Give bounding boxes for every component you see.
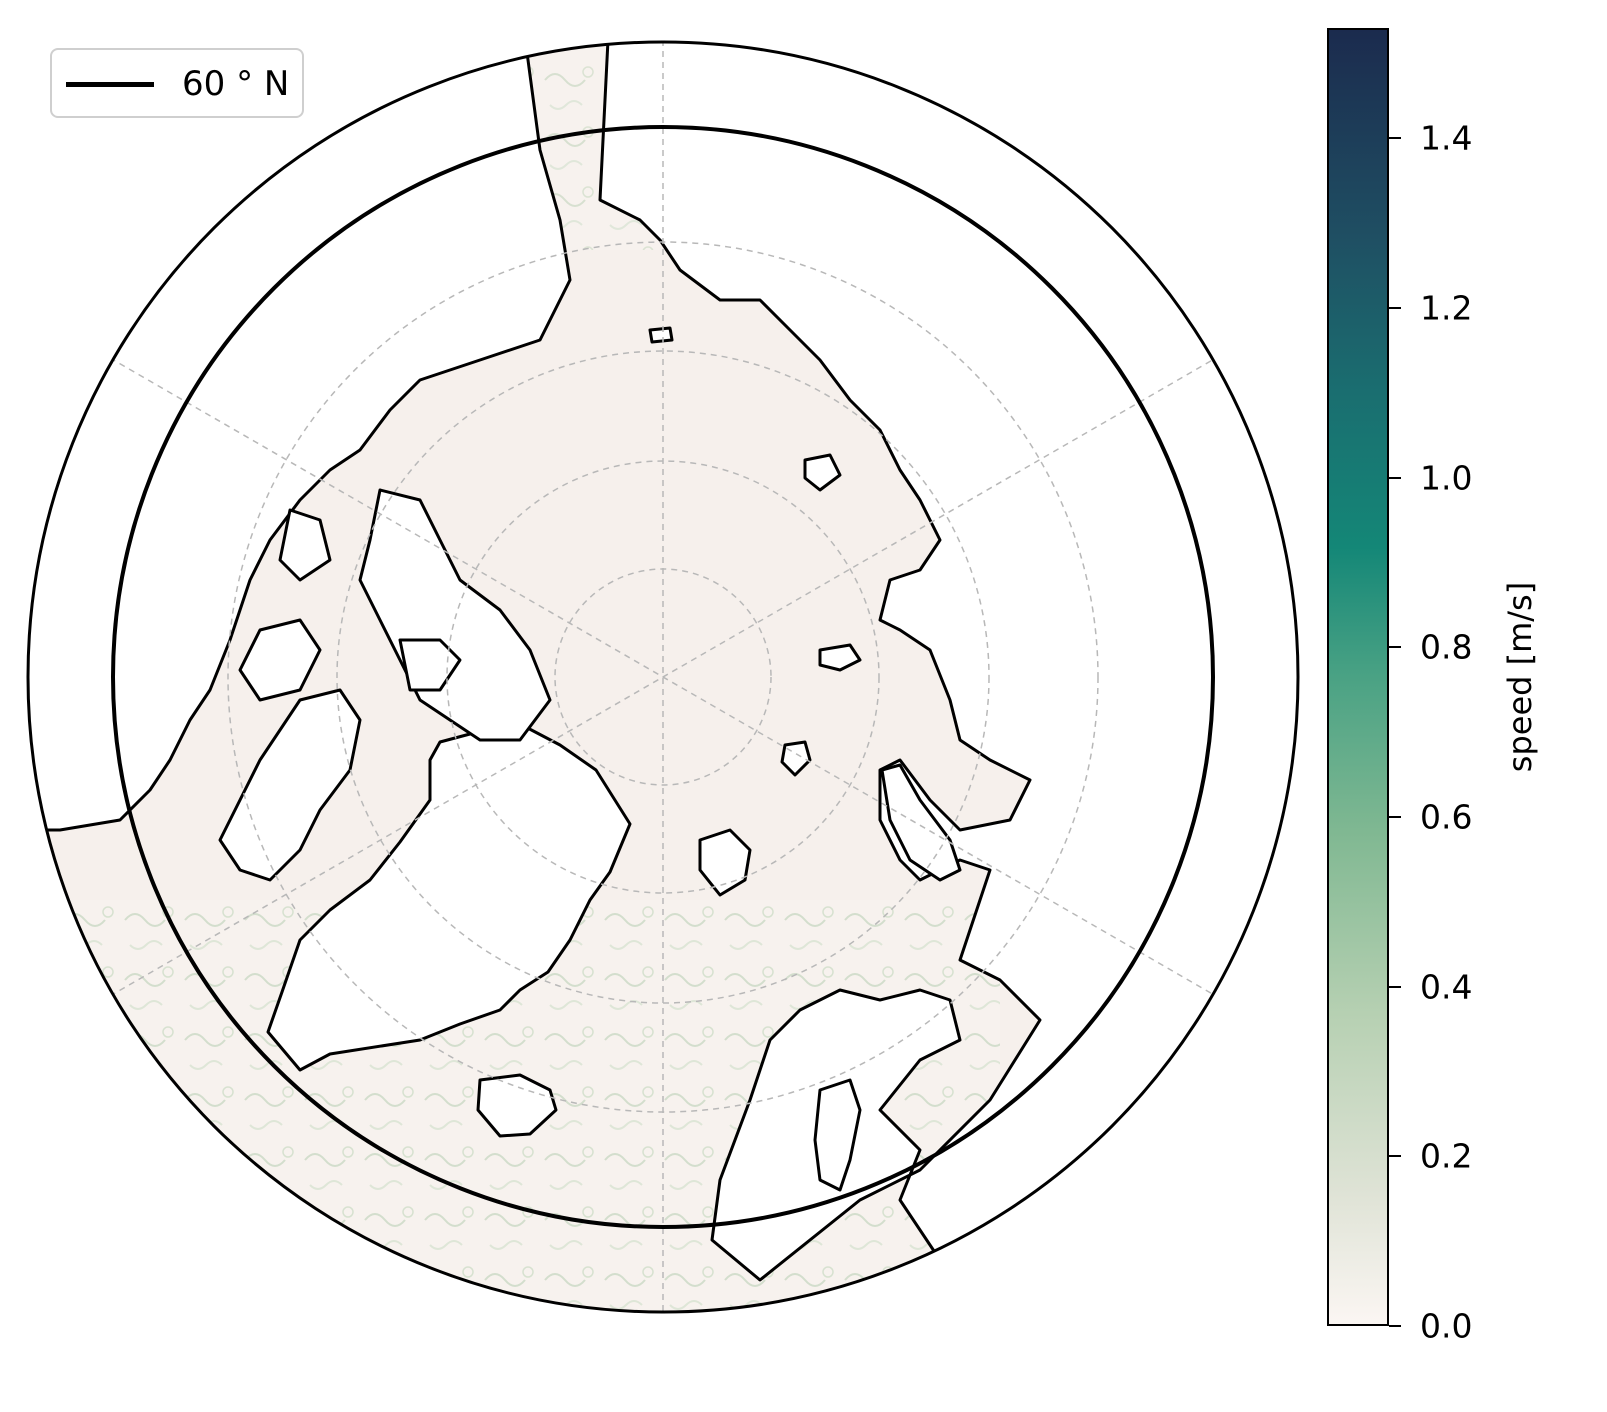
svalbard <box>698 828 752 897</box>
legend-label: 60 ° N <box>182 64 290 104</box>
colorbar-tick-label: 0.6 <box>1420 797 1473 837</box>
colorbar-tick-label: 0.8 <box>1420 627 1473 667</box>
colorbar-label: speed [m/s] <box>1501 581 1539 773</box>
colorbar-tick-label: 1.4 <box>1420 118 1473 158</box>
devon-island <box>398 638 462 692</box>
colorbar-tick-label: 0.4 <box>1420 967 1473 1007</box>
new-siberian-islands <box>803 453 842 492</box>
graticule <box>109 42 1217 1312</box>
greenland <box>266 722 632 1072</box>
colorbar <box>1327 28 1389 1326</box>
colorbar-tick <box>1389 815 1401 818</box>
legend-line-swatch <box>66 82 154 87</box>
iceland <box>476 1073 558 1138</box>
colorbar-tick <box>1389 137 1401 140</box>
parallel-60n <box>111 125 1215 1229</box>
colorbar-tick <box>1389 1155 1401 1158</box>
scandinavia <box>813 1078 862 1192</box>
severnaya-zemlya <box>818 643 862 672</box>
ellesmere-island <box>358 488 552 742</box>
colorbar-tick-label: 1.2 <box>1420 288 1473 328</box>
banks-island <box>278 508 332 582</box>
victoria-island <box>238 618 322 702</box>
colorbar-tick <box>1389 306 1401 309</box>
legend: 60 ° N <box>50 48 304 118</box>
colorbar-tick <box>1389 646 1401 649</box>
colorbar-tick-label: 0.0 <box>1420 1306 1473 1346</box>
novaya-zemlya <box>880 763 962 882</box>
colorbar-tick-label: 1.0 <box>1420 458 1473 498</box>
wrangel-island <box>648 326 674 344</box>
colorbar-tick <box>1389 476 1401 479</box>
map-boundary <box>26 40 1300 1314</box>
colorbar-tick <box>1389 1325 1401 1327</box>
colorbar-tick <box>1389 985 1401 988</box>
baffin-island <box>218 688 362 882</box>
colorbar-tick-label: 0.2 <box>1420 1136 1473 1176</box>
